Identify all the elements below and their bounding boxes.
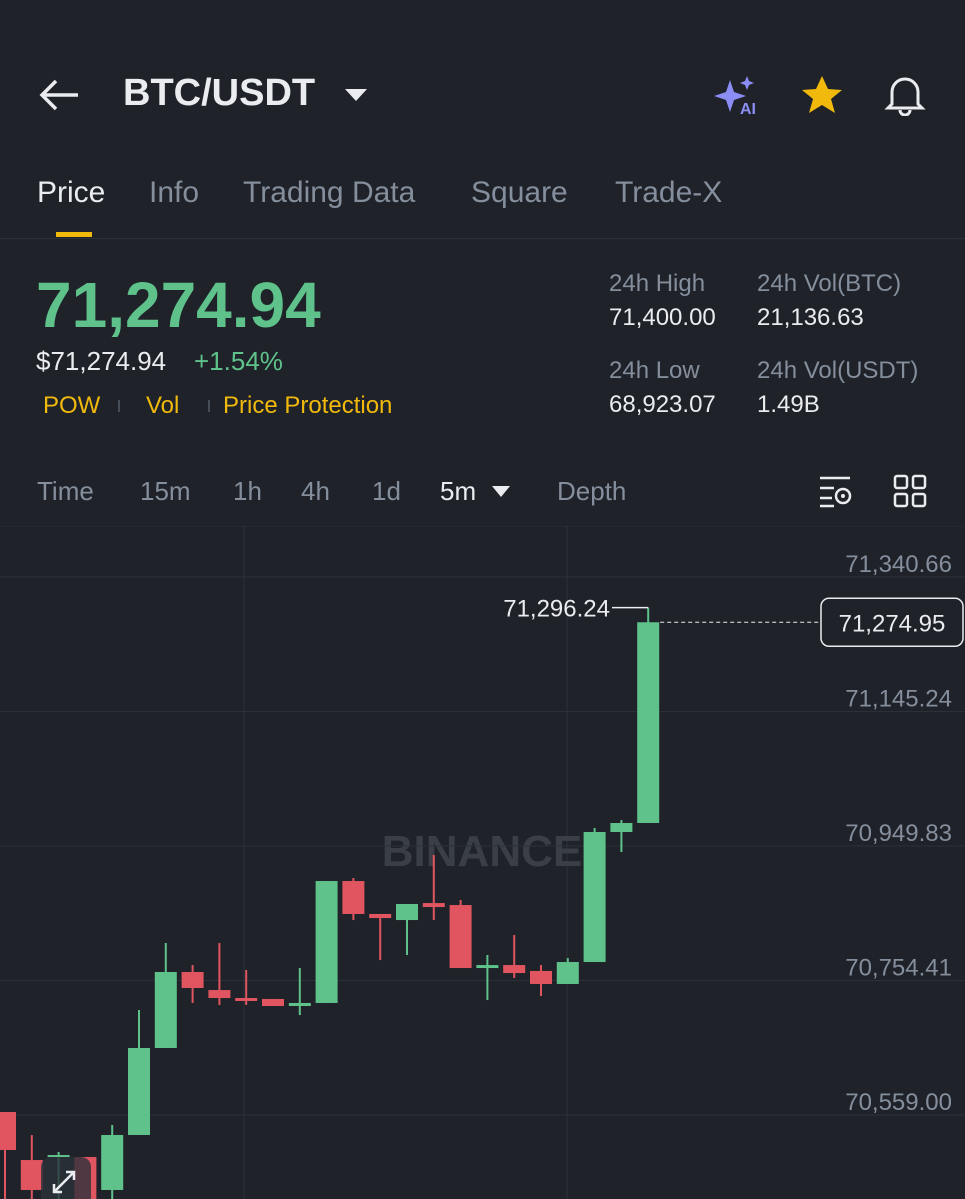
candle-body <box>637 622 660 823</box>
candle-body <box>154 972 177 1048</box>
timeframe[interactable]: 5m <box>440 476 477 506</box>
candle-body <box>503 965 526 974</box>
tag[interactable]: Price Protection <box>223 392 393 419</box>
indicator-settings[interactable] <box>818 474 854 508</box>
divider <box>0 238 965 239</box>
ai-badge: AI <box>740 101 756 118</box>
candle-body <box>208 990 231 999</box>
stat-value: 68,923.07 <box>609 391 716 418</box>
candle-body <box>530 970 552 984</box>
pair-dropdown[interactable] <box>344 88 368 102</box>
candle-body <box>262 998 284 1007</box>
y-tick-label: 70,754.41 <box>845 955 952 982</box>
timeframe[interactable]: 4h <box>301 476 330 506</box>
high-label: 71,296.24 <box>503 596 610 623</box>
candle-body <box>20 1160 43 1190</box>
last-price: 71,274.94 <box>36 269 321 341</box>
candle-body <box>342 881 365 914</box>
stat-label: 24h Vol(USDT) <box>757 357 919 384</box>
fullscreen-button[interactable] <box>40 1156 92 1199</box>
timeframe-dropdown[interactable] <box>492 486 510 497</box>
price-change: +1.54% <box>194 346 283 376</box>
candle-body <box>47 1155 70 1158</box>
tab[interactable]: Square <box>471 176 568 209</box>
last-price-box <box>820 597 964 648</box>
y-tick-label: 71,145.24 <box>845 686 952 713</box>
candle-body <box>128 1047 150 1135</box>
stat-label: 24h Low <box>609 357 700 384</box>
tag[interactable]: POW <box>43 392 101 419</box>
tag[interactable]: Vol <box>146 392 180 419</box>
tab[interactable]: Price <box>37 176 106 209</box>
tab-indicator <box>56 232 92 237</box>
tab[interactable]: Trade-X <box>615 176 723 209</box>
stat-label: 24h High <box>609 270 706 297</box>
candle-body <box>476 965 499 969</box>
timeframe[interactable]: 1h <box>233 476 262 506</box>
pair-title[interactable]: BTC/USDT <box>123 72 316 114</box>
candle-body <box>556 962 579 984</box>
stat-label: 24h Vol(BTC) <box>757 270 902 297</box>
candle-body <box>610 822 633 833</box>
alert-bell[interactable] <box>884 74 926 116</box>
candle-body <box>449 905 472 969</box>
timeframe[interactable]: Time <box>37 476 94 506</box>
candlestick-chart: BINANCE 70,559.00 70,754.41 70,949.83 71,14… <box>0 526 965 1199</box>
tag-separator <box>118 400 120 412</box>
candle-body <box>315 881 338 1003</box>
candle-body <box>101 1134 124 1190</box>
layout-grid[interactable] <box>893 474 927 508</box>
candle-body <box>181 972 204 988</box>
candle-body <box>422 903 445 908</box>
tab[interactable]: Info <box>149 176 200 209</box>
candle-body <box>0 1112 16 1150</box>
usd-price: $71,274.94 <box>36 346 167 376</box>
timeframe[interactable]: Depth <box>557 476 627 506</box>
candle-body <box>396 904 418 921</box>
tag-separator <box>208 400 210 412</box>
candle-body <box>369 913 392 919</box>
y-tick-label: 70,559.00 <box>845 1089 952 1116</box>
stat-value: 1.49B <box>757 391 820 418</box>
candle-body <box>235 998 258 1001</box>
ai-icon[interactable]: AI <box>712 74 762 118</box>
stat-value: 71,400.00 <box>609 304 716 331</box>
y-tick-label: 71,340.66 <box>845 551 952 578</box>
favorite-star[interactable] <box>800 74 844 116</box>
stat-value: 21,136.63 <box>757 304 864 331</box>
y-tick-label: 70,949.83 <box>845 820 952 847</box>
watermark: BINANCE <box>382 827 582 876</box>
tab[interactable]: Trading Data <box>243 176 416 209</box>
back-button[interactable] <box>38 78 80 112</box>
timeframe[interactable]: 1d <box>372 476 401 506</box>
last-price-label: 71,274.95 <box>839 610 946 637</box>
candle-body <box>583 832 606 963</box>
timeframe[interactable]: 15m <box>140 476 191 506</box>
candle-body <box>288 1002 311 1007</box>
